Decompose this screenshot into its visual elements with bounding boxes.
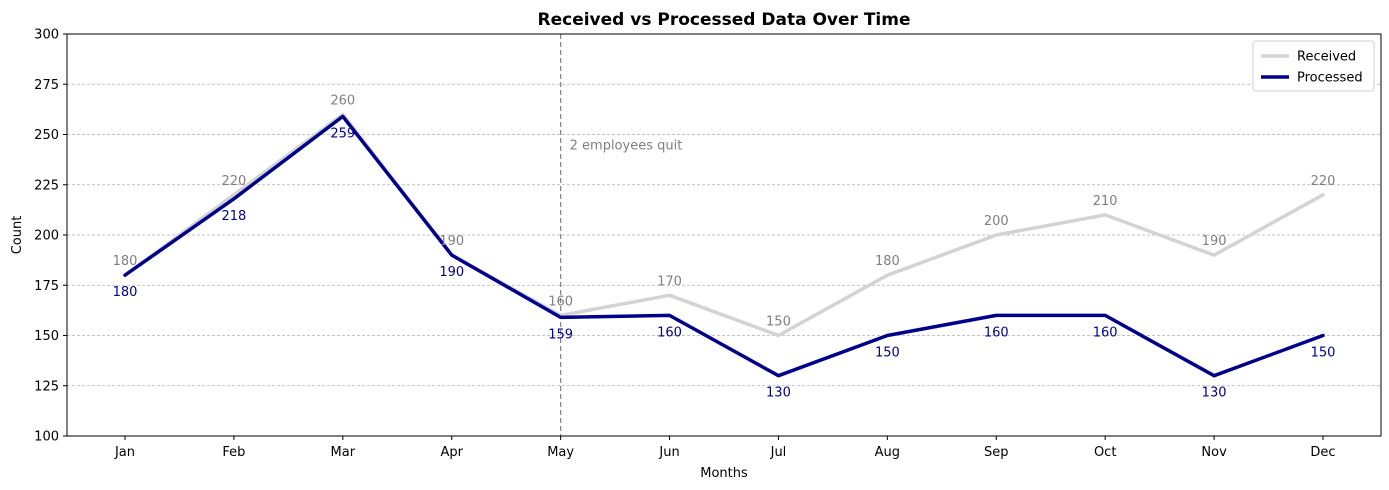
data-label-processed: 160 (657, 325, 682, 340)
data-label-processed: 150 (875, 346, 900, 361)
data-labels: 180 220 260 190 160 170 150 180 200 210 190 220 180 2… (113, 93, 1336, 400)
annotation-text: 2 employees quit (570, 139, 683, 154)
data-label-processed: 259 (330, 126, 355, 141)
data-label-processed: 160 (984, 325, 1009, 340)
y-axis-label: Count (10, 216, 25, 255)
y-tick-label: 125 (34, 379, 59, 394)
chart-title: Received vs Processed Data Over Time (538, 10, 911, 30)
y-tick-label: 150 (34, 329, 59, 344)
data-label-processed: 160 (1093, 325, 1118, 340)
data-label-received: 220 (1311, 174, 1336, 189)
data-label-processed: 130 (1202, 386, 1227, 401)
data-label-received: 190 (1202, 234, 1227, 249)
x-tick-label: Jun (658, 445, 679, 460)
y-tick-label: 300 (34, 28, 59, 43)
data-label-received: 170 (657, 274, 682, 289)
y-tick-label: 100 (34, 430, 59, 445)
data-label-processed: 180 (113, 285, 138, 300)
x-tick-label: Sep (984, 445, 1009, 460)
legend: Received Processed (1252, 40, 1375, 92)
x-tick-label: Mar (331, 445, 356, 460)
data-label-processed: 150 (1311, 346, 1336, 361)
legend-label-processed: Processed (1297, 71, 1363, 86)
legend-label-received: Received (1297, 50, 1356, 65)
data-label-received: 190 (439, 234, 464, 249)
x-tick-label: Dec (1310, 445, 1335, 460)
series-layer (123, 112, 1325, 378)
x-tick-label: Feb (222, 445, 245, 460)
x-axis-label: Months (700, 466, 748, 481)
data-label-received: 210 (1093, 194, 1118, 209)
y-tick-label: 175 (34, 279, 59, 294)
data-label-received: 160 (548, 294, 573, 309)
series-line-received (123, 112, 1325, 338)
y-axis: 100 125 150 175 200 225 250 275 300 (34, 28, 67, 445)
data-label-received: 260 (330, 93, 355, 108)
x-axis: Jan Feb Mar Apr May Jun Jul Aug Sep Oct Nov Dec (114, 436, 1336, 460)
data-label-received: 220 (221, 174, 246, 189)
x-tick-label: Jan (114, 445, 135, 460)
series-line-processed (123, 114, 1325, 378)
y-tick-label: 225 (34, 178, 59, 193)
data-label-processed: 159 (548, 327, 573, 342)
x-tick-label: Nov (1201, 445, 1227, 460)
y-tick-label: 250 (34, 128, 59, 143)
data-label-processed: 190 (439, 265, 464, 280)
data-label-received: 150 (766, 315, 791, 330)
x-tick-label: Aug (875, 445, 900, 460)
data-label-processed: 218 (221, 209, 246, 224)
x-tick-label: Jul (770, 445, 787, 460)
x-tick-label: May (547, 445, 574, 460)
data-label-received: 180 (875, 254, 900, 269)
data-label-received: 200 (984, 214, 1009, 229)
y-tick-label: 275 (34, 78, 59, 93)
annotations: 2 employees quit (570, 139, 683, 154)
data-label-received: 180 (113, 254, 138, 269)
y-tick-label: 200 (34, 229, 59, 244)
x-tick-label: Apr (440, 445, 463, 460)
grid-lines (67, 83, 1381, 387)
x-tick-label: Oct (1094, 445, 1116, 460)
data-label-processed: 130 (766, 386, 791, 401)
